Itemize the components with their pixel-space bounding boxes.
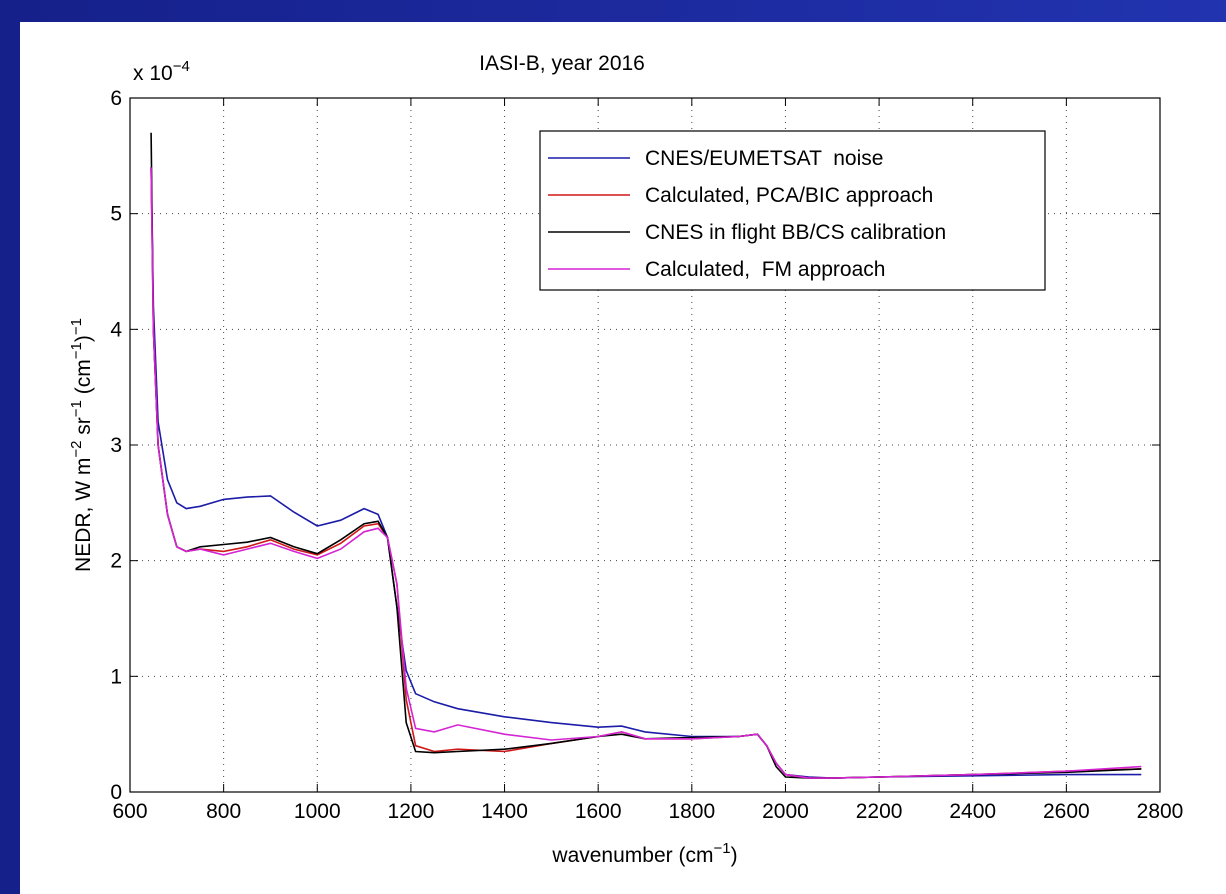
y-tick-label: 3 <box>110 434 122 457</box>
y-label-part: −1 <box>68 400 85 417</box>
x-tick-label: 1000 <box>294 800 341 823</box>
x-tick-label: 2600 <box>1043 800 1090 823</box>
y-label-part: (cm <box>72 359 95 400</box>
x-tick-label: 2800 <box>1137 800 1184 823</box>
y-tick-label: 4 <box>110 318 122 341</box>
x-tick-label: 1200 <box>388 800 435 823</box>
y-multiplier: x 10−4 <box>133 58 190 85</box>
y-tick-label: 1 <box>110 665 122 688</box>
x-tick-label: 800 <box>206 800 241 823</box>
legend-label: Calculated, PCA/BIC approach <box>645 184 933 207</box>
x-axis-label: wavenumber (cm−1) <box>551 840 737 867</box>
y-label-part: −1 <box>68 342 85 359</box>
y-multiplier-exp: −4 <box>173 58 190 75</box>
series-line <box>150 167 1142 779</box>
x-tick-label: 2000 <box>762 800 809 823</box>
y-tick-label: 0 <box>110 781 122 804</box>
chart-title: IASI-B, year 2016 <box>479 52 645 75</box>
y-label-part: sr <box>72 417 95 440</box>
x-tick-label: 1400 <box>481 800 528 823</box>
series-line <box>150 132 1142 779</box>
x-tick-label: 1600 <box>575 800 622 823</box>
y-axis-label: NEDR, W m−2 sr−1 (cm−1)−1 <box>68 318 95 572</box>
y-tick-label: 2 <box>110 550 122 573</box>
x-label-part: ) <box>731 844 738 867</box>
x-tick-label: 2200 <box>856 800 903 823</box>
x-label-part: wavenumber (cm <box>551 844 713 867</box>
legend-label: Calculated, FM approach <box>645 258 885 281</box>
x-tick-label: 1800 <box>668 800 715 823</box>
plot-frame <box>129 97 1161 793</box>
y-tick-label: 6 <box>110 87 122 110</box>
y-label-part: −1 <box>68 318 85 335</box>
legend-label: CNES in flight BB/CS calibration <box>645 221 946 244</box>
y-label-part: ) <box>72 335 95 342</box>
x-label-part: −1 <box>713 840 730 857</box>
y-multiplier-base: x 10 <box>133 62 173 85</box>
legend-label: CNES/EUMETSAT noise <box>645 147 883 170</box>
y-label-part: −2 <box>68 441 85 458</box>
x-tick-label: 2400 <box>949 800 996 823</box>
x-tick-label: 600 <box>112 800 147 823</box>
y-label-part: NEDR, W m <box>72 458 95 572</box>
y-tick-label: 5 <box>110 203 122 226</box>
